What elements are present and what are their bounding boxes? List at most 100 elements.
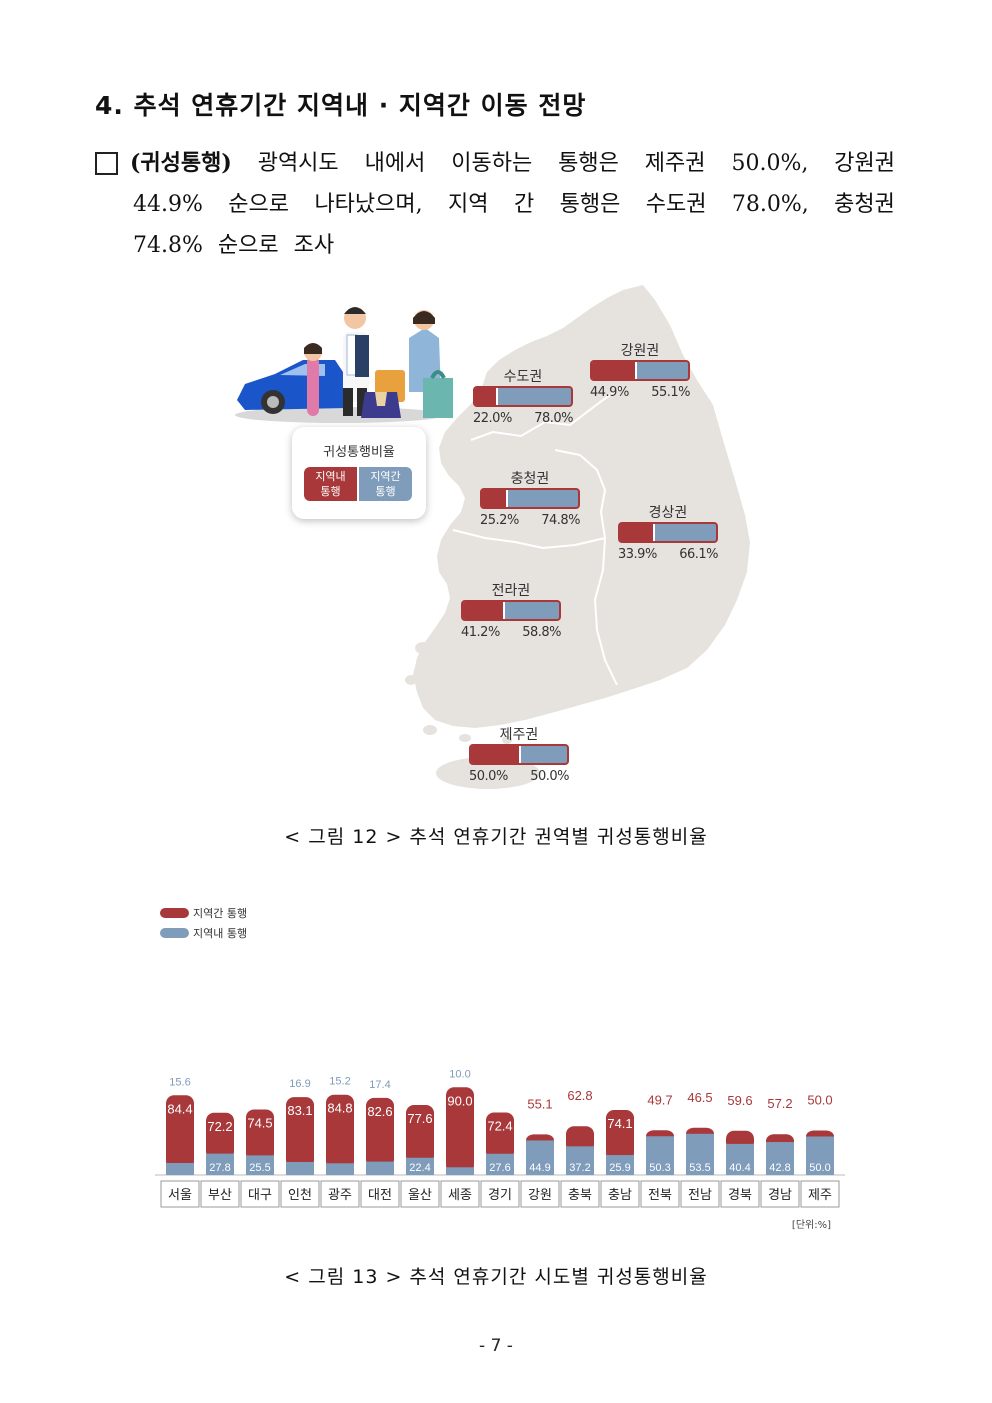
- bar-within-label: 27.8: [209, 1162, 230, 1174]
- bar-between-label: 46.5: [687, 1090, 712, 1105]
- region-name: 충청권: [510, 471, 550, 487]
- category-label: 경북: [728, 1188, 752, 1203]
- bar-within: [206, 1153, 234, 1175]
- paragraph-word: 광역시도: [257, 151, 339, 176]
- paragraph-word: 78.0%,: [731, 192, 809, 217]
- category-label: 경남: [768, 1188, 792, 1203]
- bar-within: [366, 1161, 394, 1175]
- figure-13-caption: < 그림 13 > 추석 연휴기간 시도별 귀성통행비율: [284, 1266, 708, 1288]
- region-within-fill: [471, 746, 521, 763]
- region-between-value: 78.0%: [534, 411, 573, 426]
- legend-label: 지역간 통행: [193, 907, 248, 920]
- region-name: 전라권: [491, 583, 531, 599]
- bar-between: [246, 1109, 274, 1162]
- bar-within-label: 42.8: [769, 1162, 790, 1174]
- region-within-value: 44.9%: [590, 385, 629, 400]
- region-ratio-bar: [480, 488, 580, 509]
- paragraph-word: 제주권: [644, 151, 706, 176]
- bar-within-label: 25.5: [249, 1162, 270, 1174]
- region-between-value: 74.8%: [541, 513, 580, 528]
- bar-within: [726, 1143, 754, 1175]
- legend-item-within: 지역내 통행: [160, 923, 247, 943]
- bar-between: [606, 1110, 634, 1162]
- paragraph-line-1: (귀성통행) 광역시도 내에서 이동하는 통행은 제주권 50.0%, 강원권: [95, 143, 895, 184]
- legend-within-swatch: 지역내 통행: [304, 467, 357, 501]
- region-ratio-bar: [469, 744, 569, 765]
- region-within-fill: [475, 388, 499, 405]
- legend-title: 귀성통행비율: [323, 445, 395, 460]
- category-label: 세종: [448, 1188, 472, 1203]
- province-stacked-bar-chart: 84.4 15.6 서울 72.2 27.8 부산 74.5 25.5 대구 83.1 16.9 인천…: [155, 895, 845, 1240]
- region-ratio-bar: [618, 522, 718, 543]
- bar-between: [566, 1126, 594, 1153]
- paragraph-word: 44.9%: [133, 192, 203, 217]
- bar-between-label: 74.5: [247, 1115, 272, 1130]
- category-label: 인천: [288, 1188, 312, 1203]
- bar-within: [406, 1157, 434, 1175]
- bar-within: [566, 1146, 594, 1175]
- bar-between-label: 72.4: [487, 1118, 512, 1133]
- category-label-box: [200, 1180, 240, 1208]
- region-name: 경상권: [648, 505, 688, 521]
- region-ratio-bar: [590, 360, 690, 381]
- paragraph-word: 통행은: [559, 192, 621, 217]
- bar-within-label: 27.6: [489, 1162, 510, 1174]
- map-legend-card: 귀성통행비율 지역내 통행 지역간 통행: [292, 427, 426, 519]
- bar-between-label: 50.0: [807, 1093, 832, 1108]
- category-label-box: [720, 1180, 760, 1208]
- bar-between-label: 72.2: [207, 1119, 232, 1134]
- paragraph-word: 순으로: [228, 192, 290, 217]
- category-label: 경기: [488, 1188, 512, 1203]
- category-label-box: [560, 1180, 600, 1208]
- region-within-fill: [482, 490, 509, 507]
- legend-between-label: 지역간 통행: [370, 470, 401, 498]
- category-label: 제주: [808, 1188, 832, 1203]
- category-label-box: [640, 1180, 680, 1208]
- region-between-value: 58.8%: [522, 625, 561, 640]
- category-label-box: [680, 1180, 720, 1208]
- paragraph-word: 통행은: [558, 151, 619, 176]
- region-within-fill: [592, 362, 638, 379]
- bar-within: [246, 1155, 274, 1175]
- category-label: 울산: [408, 1188, 432, 1203]
- bar-within: [286, 1161, 314, 1175]
- region-between-value: 55.1%: [651, 385, 690, 400]
- paragraph-line-3: 74.8% 순으로 조사: [133, 225, 895, 266]
- category-label-box: [360, 1180, 400, 1208]
- category-label: 충남: [608, 1188, 632, 1203]
- paragraph-word: 지역: [448, 192, 489, 217]
- region-within-value: 33.9%: [618, 547, 657, 562]
- bar-within-label: 53.5: [689, 1162, 710, 1174]
- bar-between: [366, 1097, 394, 1168]
- bar-within-label: 25.9: [609, 1162, 630, 1174]
- chart-canvas: 84.4 15.6 서울 72.2 27.8 부산 74.5 25.5 대구 83.1 16.9 인천…: [155, 1068, 845, 1231]
- bar-within: [646, 1136, 674, 1175]
- category-label: 충북: [568, 1188, 592, 1203]
- category-label: 전남: [688, 1188, 712, 1203]
- region-ratio-bar: [461, 600, 561, 621]
- category-label-box: [600, 1180, 640, 1208]
- region-name: 강원권: [620, 343, 660, 359]
- figure-12-caption: < 그림 12 > 추석 연휴기간 권역별 귀성통행비율: [284, 826, 708, 848]
- bar-between: [486, 1112, 514, 1160]
- bar-between-label: 62.8: [567, 1088, 592, 1103]
- chart-legend: 지역간 통행 지역내 통행: [160, 903, 247, 943]
- bar-within: [606, 1155, 634, 1175]
- paragraph-word: 수도권: [645, 192, 707, 217]
- region-map-figure: 귀성통행비율 지역내 통행 지역간 통행 수도권 22.0% 78.0% 강원권 …: [225, 280, 765, 800]
- category-label-box: [440, 1180, 480, 1208]
- region-within-fill: [463, 602, 505, 619]
- body-paragraph: (귀성통행) 광역시도 내에서 이동하는 통행은 제주권 50.0%, 강원권 …: [95, 143, 895, 266]
- region-within-value: 22.0%: [473, 411, 512, 426]
- region-sudo: 수도권 22.0% 78.0%: [473, 366, 573, 426]
- bar-within-label: 15.2: [329, 1076, 350, 1088]
- legend-swatch: [160, 928, 189, 938]
- category-label: 광주: [328, 1188, 352, 1203]
- category-label: 강원: [528, 1188, 552, 1203]
- bar-within: [326, 1163, 354, 1175]
- region-jeolla: 전라권 41.2% 58.8%: [461, 580, 561, 640]
- legend-label: 지역내 통행: [193, 927, 248, 940]
- bar-between-label: 55.1: [527, 1096, 552, 1111]
- legend-item-between: 지역간 통행: [160, 903, 247, 923]
- category-label-box: [520, 1180, 560, 1208]
